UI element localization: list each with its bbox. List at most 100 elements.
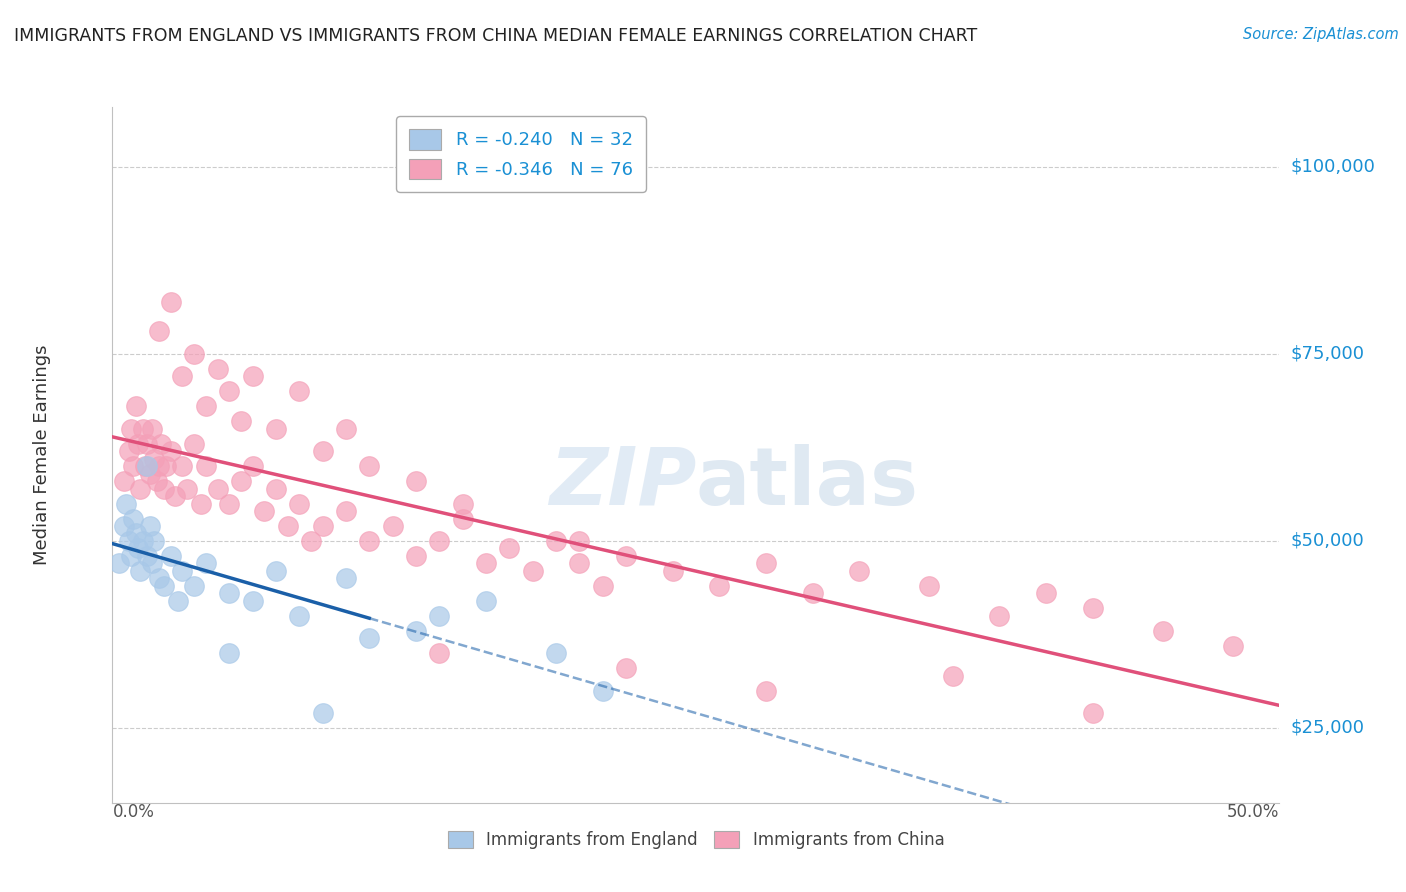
Point [276,519,298,533]
Text: Median Female Earnings: Median Female Earnings [34,344,52,566]
Point [148,571,170,585]
Point [592,579,614,593]
Point [125,399,148,413]
Point [143,533,166,548]
Point [1081,601,1104,615]
Point [335,504,357,518]
Point [1152,624,1174,638]
Point [148,325,170,339]
Point [218,384,240,399]
Point [475,557,498,571]
Text: $25,000: $25,000 [1291,719,1365,737]
Point [166,594,188,608]
Point [183,347,205,361]
Point [115,497,138,511]
Point [176,482,198,496]
Point [122,459,145,474]
Point [311,519,333,533]
Point [207,482,229,496]
Text: atlas: atlas [696,443,920,522]
Point [139,467,162,481]
Point [172,369,194,384]
Text: $75,000: $75,000 [1291,345,1365,363]
Point [755,557,778,571]
Point [136,549,159,563]
Point [141,557,163,571]
Point [568,557,591,571]
Point [592,683,614,698]
Point [194,459,217,474]
Point [709,579,731,593]
Point [132,422,155,436]
Point [194,399,217,413]
Point [218,646,240,660]
Point [661,564,683,578]
Point [194,557,217,571]
Point [311,444,333,458]
Point [118,444,141,458]
Text: $50,000: $50,000 [1291,532,1364,550]
Point [139,519,162,533]
Point [253,504,276,518]
Point [183,436,205,450]
Point [112,474,135,488]
Point [120,549,142,563]
Point [755,683,778,698]
Point [335,571,357,585]
Point [136,436,159,450]
Point [165,489,187,503]
Point [160,444,183,458]
Point [451,511,474,525]
Point [942,668,965,682]
Text: ZIP: ZIP [548,443,696,522]
Point [229,414,252,428]
Text: 50.0%: 50.0% [1227,803,1279,821]
Point [288,497,311,511]
Point [264,422,287,436]
Point [143,451,166,466]
Point [153,482,176,496]
Legend: Immigrants from England, Immigrants from China: Immigrants from England, Immigrants from… [439,822,953,857]
Point [125,526,148,541]
Point [359,533,381,548]
Point [127,541,149,556]
Point [475,594,498,608]
Point [427,533,450,548]
Point [359,459,381,474]
Point [242,594,264,608]
Point [146,474,169,488]
Point [381,519,404,533]
Point [190,497,212,511]
Point [132,533,155,548]
Point [129,564,152,578]
Point [288,608,311,623]
Point [108,557,131,571]
Point [801,586,824,600]
Point [172,459,194,474]
Point [568,533,591,548]
Point [122,511,145,525]
Text: 0.0%: 0.0% [112,803,155,821]
Text: IMMIGRANTS FROM ENGLAND VS IMMIGRANTS FROM CHINA MEDIAN FEMALE EARNINGS CORRELAT: IMMIGRANTS FROM ENGLAND VS IMMIGRANTS FR… [14,27,977,45]
Point [1222,639,1244,653]
Point [264,482,287,496]
Point [522,564,544,578]
Point [218,586,240,600]
Point [160,294,183,309]
Point [498,541,520,556]
Point [118,533,141,548]
Point [544,533,567,548]
Point [160,549,183,563]
Point [242,459,264,474]
Point [112,519,135,533]
Point [229,474,252,488]
Point [120,422,142,436]
Point [427,608,450,623]
Point [311,706,333,720]
Point [299,533,322,548]
Point [136,459,159,474]
Point [451,497,474,511]
Point [1081,706,1104,720]
Point [544,646,567,660]
Point [242,369,264,384]
